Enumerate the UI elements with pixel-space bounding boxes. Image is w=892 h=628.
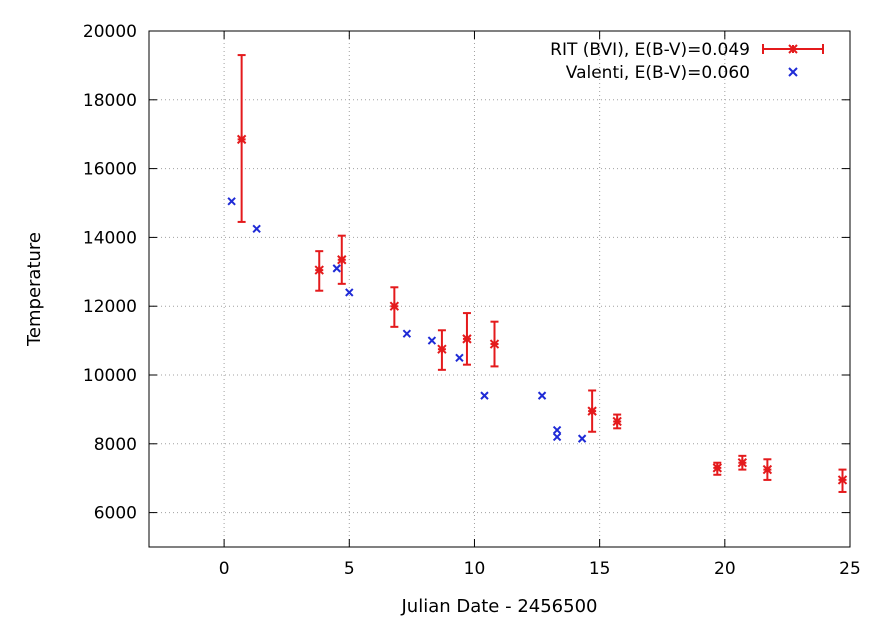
valenti-point: [427, 336, 437, 345]
grid-layer: [149, 31, 850, 547]
rit-point: [437, 344, 447, 354]
y-tick-label: 10000: [83, 366, 137, 386]
valenti-point: [402, 329, 412, 338]
y-tick-label: 20000: [83, 22, 137, 42]
plot-frame: [148, 30, 851, 548]
rit-point: [762, 464, 773, 475]
rit-point: [314, 265, 324, 275]
y-axis-title: Temperature: [24, 232, 45, 347]
valenti-point: [455, 353, 464, 363]
valenti-point: [252, 224, 261, 234]
valenti-point: [227, 197, 236, 206]
rit-point: [712, 463, 723, 473]
rit-point: [337, 255, 347, 265]
y-tick-label: 18000: [83, 91, 137, 111]
legend-label-rit: RIT (BVI), E(B-V)=0.049: [550, 40, 750, 60]
rit-point: [612, 416, 622, 427]
y-tick-label: 14000: [83, 228, 137, 248]
x-tick-label: 25: [839, 559, 861, 579]
valenti-point: [345, 288, 354, 297]
valenti-point: [332, 264, 341, 273]
valenti-point: [537, 391, 547, 400]
legend-swatch-rit: [762, 44, 824, 54]
valenti-point: [577, 434, 587, 443]
x-tick-label: 15: [589, 559, 611, 579]
x-tick-label: 0: [219, 559, 230, 579]
y-tick-label: 16000: [83, 160, 137, 180]
marks-layer: [227, 54, 848, 493]
rit-point: [489, 339, 500, 349]
x-tick-label: 20: [714, 559, 736, 579]
legend-swatch-valenti: [788, 67, 798, 77]
legend-swatch-rit-marker: [788, 44, 798, 54]
rit-point: [837, 475, 848, 485]
y-tick-label: 6000: [94, 504, 137, 524]
x-tick-label: 5: [344, 559, 355, 579]
y-tick-label: 12000: [83, 297, 137, 317]
rit-point: [462, 334, 472, 344]
valenti-point: [552, 425, 562, 435]
x-axis-title: Julian Date - 2456500: [400, 596, 597, 617]
tick-layer: 0 5 10 15 20 25 6000 8000 10000 12000 14000 16000 18…: [83, 22, 861, 579]
legend: RIT (BVI), E(B-V)=0.049 Valenti, E(B-V)=…: [550, 40, 824, 83]
x-tick-label: 10: [464, 559, 486, 579]
legend-label-valenti: Valenti, E(B-V)=0.060: [566, 63, 750, 83]
y-tick-label: 8000: [94, 435, 137, 455]
valenti-point: [480, 391, 489, 400]
valenti-point: [552, 432, 562, 442]
rit-point: [587, 406, 597, 416]
rit-point: [737, 458, 748, 468]
rit-point: [389, 301, 400, 311]
rit-point: [236, 134, 247, 145]
